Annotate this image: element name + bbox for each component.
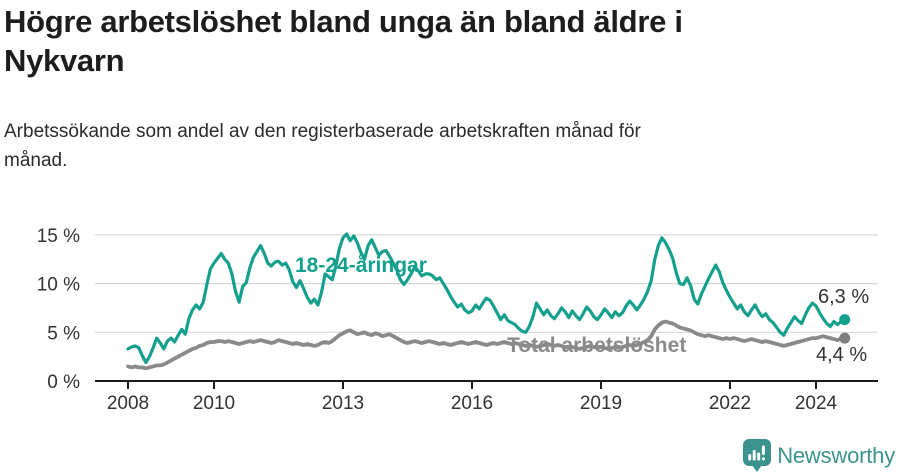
subtitle-line-1: Arbetssökande som andel av den registerb… <box>4 121 641 142</box>
svg-text:2019: 2019 <box>580 393 622 414</box>
series-label-total: Total arbetslöshet <box>507 334 687 357</box>
svg-text:2013: 2013 <box>322 393 364 414</box>
svg-text:2010: 2010 <box>193 393 235 414</box>
title-line-2: Nykvarn <box>4 43 125 78</box>
subtitle-line-2: månad. <box>4 150 68 171</box>
brand-name: Newsworthy <box>777 442 895 468</box>
page-title: Högre arbetslöshet bland unga än bland ä… <box>4 2 864 80</box>
svg-text:15 %: 15 % <box>37 226 80 247</box>
series-label-young: 18-24-åringar <box>295 254 427 277</box>
svg-text:10 %: 10 % <box>37 275 80 296</box>
chart-subtitle: Arbetssökande som andel av den registerb… <box>4 117 864 175</box>
svg-text:2024: 2024 <box>795 393 838 414</box>
svg-text:2008: 2008 <box>107 393 149 414</box>
footer-brand[interactable]: Newsworthy <box>743 439 895 472</box>
svg-text:2016: 2016 <box>451 393 493 414</box>
svg-text:0 %: 0 % <box>47 372 80 393</box>
end-value-total: 4,4 % <box>816 344 868 366</box>
end-value-young: 6,3 % <box>818 286 870 308</box>
svg-text:5 %: 5 % <box>47 323 80 344</box>
title-line-1: Högre arbetslöshet bland unga än bland ä… <box>4 4 683 39</box>
newsworthy-bubble-chart-icon <box>743 439 772 472</box>
svg-text:2022: 2022 <box>709 393 751 414</box>
